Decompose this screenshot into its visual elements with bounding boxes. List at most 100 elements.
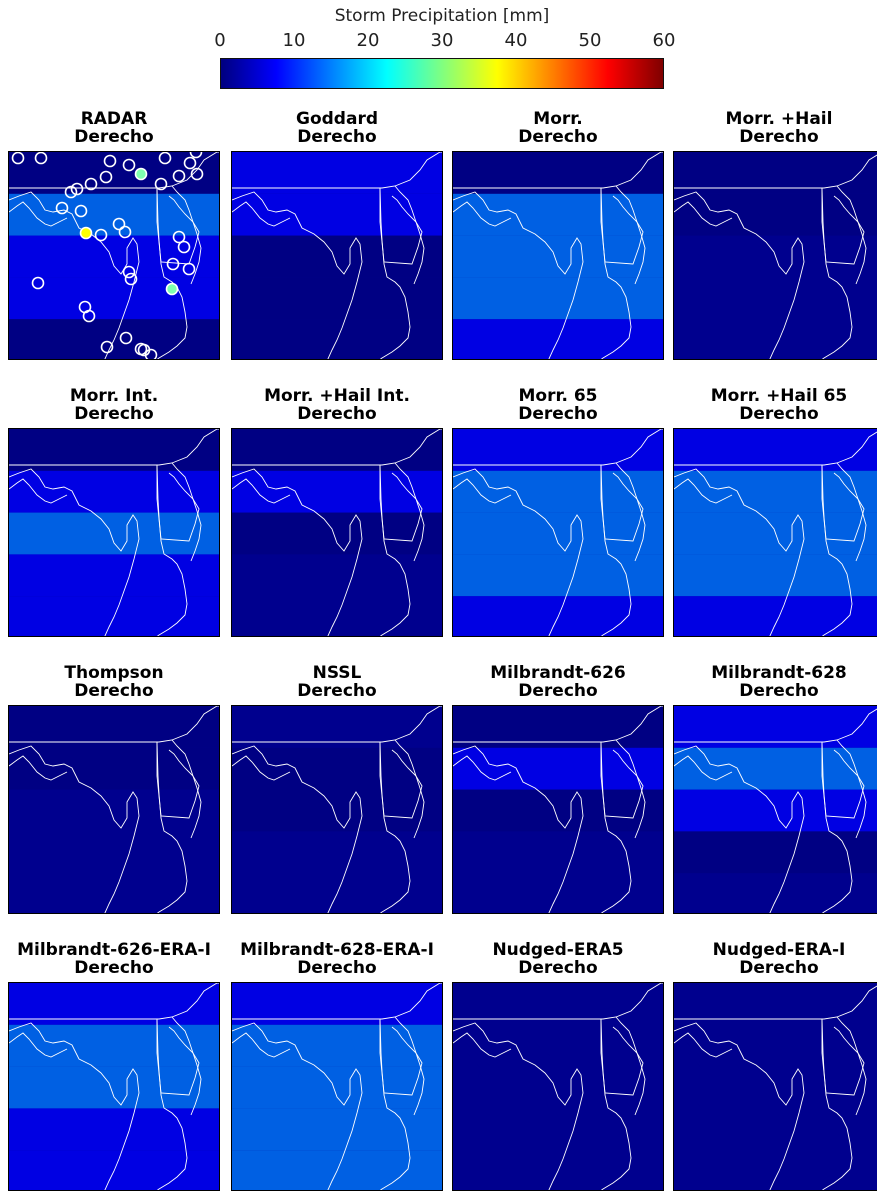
coastline xyxy=(232,201,291,227)
panel-title: Goddard Derecho xyxy=(217,110,457,146)
colorbar-tick-label: 60 xyxy=(652,30,676,51)
state-border-line xyxy=(232,706,442,743)
precip-band xyxy=(9,429,219,471)
coastline xyxy=(156,742,200,819)
state-border-line xyxy=(9,983,219,1020)
precip-band xyxy=(453,277,663,320)
precip-band xyxy=(9,1066,219,1109)
colorbar-ticks: 0 10 20 30 40 50 60 xyxy=(214,30,675,52)
rain-gauge-marker xyxy=(112,217,126,231)
coastline xyxy=(171,462,202,562)
panel-model-name: Morr. Int. xyxy=(69,386,159,406)
precip-band xyxy=(232,193,442,236)
colorbar-tick-label: 20 xyxy=(356,30,380,51)
precip-band xyxy=(9,1024,219,1067)
rain-gauge-marker xyxy=(103,154,117,168)
coastline xyxy=(674,468,805,636)
coastline xyxy=(232,745,363,913)
panel-title: RADAR Derecho xyxy=(0,110,234,146)
coastline xyxy=(394,462,425,562)
panel-model-name: Morr. xyxy=(533,109,583,129)
rain-gauge-marker xyxy=(144,348,158,359)
coastline xyxy=(9,201,68,227)
rain-gauge-marker xyxy=(74,204,88,218)
coastline xyxy=(615,739,646,839)
panel-event-name: Derecho xyxy=(739,404,819,424)
coastline xyxy=(674,755,733,781)
coastline xyxy=(9,468,140,636)
panel-model-name: Morr. +Hail 65 xyxy=(710,386,848,406)
coastline xyxy=(674,745,805,913)
panel-title: Milbrandt-626-ERA-I Derecho xyxy=(0,941,234,977)
coastline xyxy=(394,739,425,839)
state-border-line xyxy=(674,431,877,466)
state-border-line xyxy=(9,706,219,743)
precip-band xyxy=(232,152,442,194)
rain-gauge-marker xyxy=(189,152,203,159)
coastline xyxy=(836,185,867,285)
state-border-line xyxy=(232,152,442,189)
rain-gauge-marker xyxy=(122,265,136,279)
coastline xyxy=(9,191,140,359)
rain-gauge-marker xyxy=(118,225,132,239)
rain-gauge-marker xyxy=(158,152,172,165)
coastline xyxy=(821,465,865,542)
precip-band xyxy=(674,152,877,194)
rain-gauge-marker xyxy=(84,177,98,191)
panel-event-name: Derecho xyxy=(518,681,598,701)
panel-model-name: Milbrandt-628-ERA-I xyxy=(240,940,434,960)
panel-model-name: NSSL xyxy=(312,663,362,683)
coastline xyxy=(379,465,423,542)
precipitation-map xyxy=(8,428,220,637)
precip-band xyxy=(674,596,877,636)
coastline xyxy=(232,1022,363,1190)
precip-band xyxy=(232,747,442,790)
rain-gauge-marker xyxy=(134,167,148,181)
panel-model-name: Milbrandt-628 xyxy=(711,663,847,683)
coastline xyxy=(232,755,291,781)
rain-gauge-marker xyxy=(31,276,45,290)
coastline xyxy=(156,188,200,265)
rain-gauge-marker xyxy=(177,240,191,254)
coastline xyxy=(600,1019,644,1096)
coastline xyxy=(156,1019,200,1096)
panel-model-name: Milbrandt-626 xyxy=(490,663,626,683)
panel-title: Morr. Derecho xyxy=(438,110,678,146)
panel-event-name: Derecho xyxy=(518,127,598,147)
coastline xyxy=(9,1032,68,1058)
panel-model-name: Morr. +Hail Int. xyxy=(264,386,410,406)
precip-band xyxy=(9,512,219,555)
coastline xyxy=(232,468,363,636)
colorbar-tick-label: 30 xyxy=(430,30,454,51)
precip-band xyxy=(674,747,877,790)
rain-gauge-marker xyxy=(182,262,196,276)
coastline xyxy=(453,1022,584,1190)
precip-band xyxy=(453,554,663,597)
precip-band xyxy=(453,193,663,236)
panel-title: Morr. +Hail Int. Derecho xyxy=(217,387,457,423)
coastline xyxy=(453,1032,512,1058)
precip-band xyxy=(453,429,663,471)
rain-gauge-marker xyxy=(94,228,108,242)
precip-band xyxy=(674,706,877,748)
coastline xyxy=(232,478,291,504)
rain-gauge-marker xyxy=(64,185,78,199)
precipitation-map xyxy=(8,151,220,360)
precip-band xyxy=(453,512,663,555)
coastline xyxy=(453,755,512,781)
colorbar-label: Storm Precipitation [mm] xyxy=(334,6,550,26)
colorbar-tick-label: 40 xyxy=(504,30,528,51)
panel-title: Nudged-ERA-I Derecho xyxy=(659,941,877,977)
coastline xyxy=(379,1019,423,1096)
colorbar-tick-label: 0 xyxy=(214,30,226,51)
panel-model-name: Milbrandt-626-ERA-I xyxy=(17,940,211,960)
coastline xyxy=(9,478,68,504)
precipitation-map xyxy=(452,705,664,914)
panel-title: Milbrandt-626 Derecho xyxy=(438,664,678,700)
rain-gauge-marker xyxy=(11,152,25,165)
coastline xyxy=(674,191,805,359)
coastline xyxy=(821,188,865,265)
panel-model-name: Nudged-ERA-I xyxy=(712,940,846,960)
precip-band xyxy=(453,747,663,790)
precip-band xyxy=(232,983,442,1025)
